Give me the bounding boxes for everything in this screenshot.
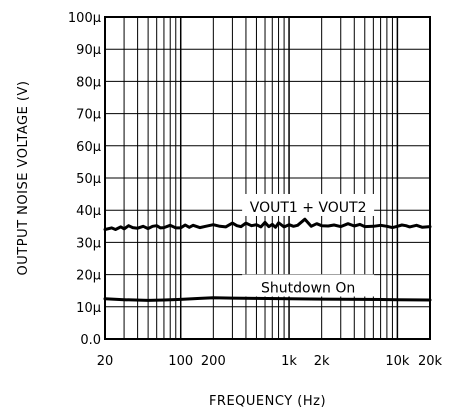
y-tick-label: 20μ <box>76 269 101 284</box>
y-tick-label: 10μ <box>76 301 101 316</box>
y-tick-label: 30μ <box>76 236 101 251</box>
y-tick-label: 100μ <box>68 11 101 26</box>
annotations: VOUT1 + VOUT2 Shutdown On <box>242 193 375 297</box>
x-tick-label: 2k <box>314 354 330 369</box>
x-tick-label: 20 <box>97 354 114 369</box>
y-tick-label: 90μ <box>76 43 101 58</box>
x-tick-label: 100 <box>168 354 193 369</box>
y-tick-label: 0.0 <box>80 333 101 348</box>
x-tick-label: 10k <box>385 354 410 369</box>
series-layer <box>103 217 432 302</box>
x-axis-title: FREQUENCY (Hz) <box>209 394 326 409</box>
plot-frame <box>104 16 431 340</box>
y-axis-title: OUTPUT NOISE VOLTAGE (V) <box>16 81 31 276</box>
annotation-label: VOUT1 + VOUT2 <box>250 200 367 216</box>
annotation-background <box>242 274 375 297</box>
annotation-label: Shutdown On <box>261 280 355 296</box>
y-tick-label: 50μ <box>76 172 101 187</box>
x-tick-label: 1k <box>281 354 297 369</box>
series-line <box>103 296 432 302</box>
y-tick-label: 40μ <box>76 204 101 219</box>
tick-labels: 0.0 10μ 20μ 30μ 40μ 50μ 60μ 70μ 80μ 90μ 100μ 20 100 2… <box>68 11 443 369</box>
x-tick-label: 200 <box>201 354 226 369</box>
y-tick-label: 70μ <box>76 108 101 123</box>
annotation-background <box>242 193 375 216</box>
series-line <box>103 217 432 231</box>
x-tick-label: 20k <box>418 354 443 369</box>
y-tick-label: 60μ <box>76 140 101 155</box>
y-tick-label: 80μ <box>76 75 101 90</box>
